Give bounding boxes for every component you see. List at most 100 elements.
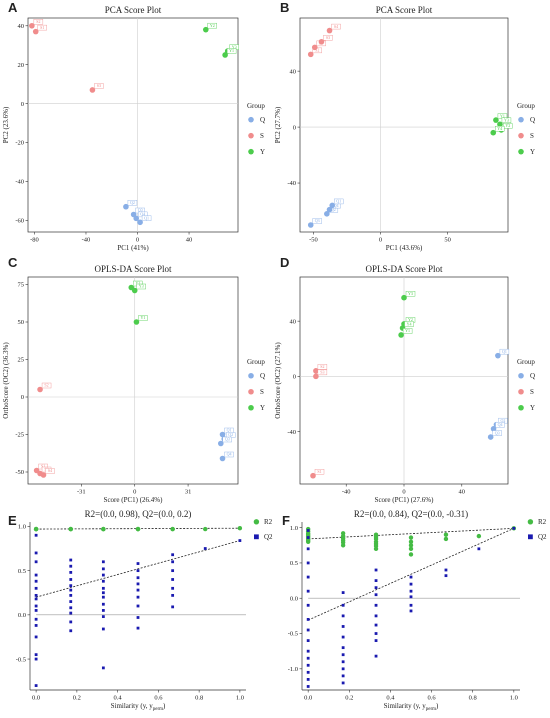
point-label: Q3 xyxy=(495,430,500,435)
y-tick-label: -40 xyxy=(15,179,24,186)
data-point-r2 xyxy=(33,526,39,532)
data-point-q2 xyxy=(374,614,378,618)
data-point-q2 xyxy=(69,558,73,562)
point-label: Q3 xyxy=(138,208,143,213)
legend-marker-y xyxy=(248,148,254,155)
data-point-q2 xyxy=(136,569,140,573)
point-label-box xyxy=(312,218,322,224)
point-label-box xyxy=(314,469,325,475)
chart-title: PCA Score Plot xyxy=(105,5,162,15)
data-point-q2 xyxy=(101,586,105,590)
data-point-q xyxy=(137,219,143,226)
point-label: Q2 xyxy=(500,418,505,423)
data-point-q2 xyxy=(306,561,310,565)
data-point-q2 xyxy=(306,575,310,579)
data-point-q xyxy=(324,211,330,217)
data-point-q2 xyxy=(374,639,378,642)
chart-title: PCA Score Plot xyxy=(376,5,433,15)
data-point-q2 xyxy=(69,606,73,610)
point-label: S4 xyxy=(48,468,52,473)
legend-title: Group xyxy=(247,102,265,110)
legend: Group QSY xyxy=(247,358,265,412)
data-point-q2 xyxy=(341,646,345,650)
data-point-y xyxy=(202,26,209,33)
x-tick-label: 40 xyxy=(186,237,193,244)
data-point-r2 xyxy=(203,526,208,532)
legend-marker-q xyxy=(248,116,254,123)
data-point-y xyxy=(133,319,140,325)
point-label: Q2 xyxy=(130,200,135,205)
data-point-q xyxy=(490,426,497,432)
data-point-q2 xyxy=(34,533,38,537)
data-point-r2 xyxy=(135,526,141,532)
data-point-q xyxy=(326,206,333,213)
x-axis-label: PC1 (41%) xyxy=(117,244,149,252)
data-point-q2 xyxy=(101,560,105,564)
data-point-q2 xyxy=(69,620,73,624)
y-tick-label: 0 xyxy=(21,394,24,401)
data-point-q2 xyxy=(203,547,207,550)
x-tick-label: 0.4 xyxy=(114,695,123,702)
point-label: Q3 xyxy=(225,437,230,442)
data-point-q2 xyxy=(171,553,175,557)
x-tick-label: 0.8 xyxy=(469,695,477,702)
x-tick-label: 0.2 xyxy=(345,695,353,702)
data-point-s xyxy=(307,51,314,58)
point-label-box xyxy=(222,436,232,443)
point-label: Y4 xyxy=(407,321,412,326)
data-point-q2 xyxy=(306,628,310,632)
data-point-q2 xyxy=(101,567,105,571)
y-axis-label: OrthoScore (OC2) (36.3%) xyxy=(2,342,10,419)
data-point-s xyxy=(318,38,325,45)
y-tick-label: 0 xyxy=(293,374,296,381)
legend: R2 Q2 xyxy=(527,518,547,541)
legend-marker-r2 xyxy=(253,519,260,525)
x-tick-label: 1.0 xyxy=(510,695,518,702)
legend-marker-r2 xyxy=(527,519,534,525)
y-tick-label: 1.0 xyxy=(18,524,26,531)
point-label: Q1 xyxy=(502,349,507,354)
y-tick-label: 20 xyxy=(18,62,25,69)
data-point-q2 xyxy=(69,600,73,603)
series-s: S2S1S3S4 xyxy=(307,24,341,58)
x-axis-label: Similarity (y, yperm) xyxy=(111,702,166,712)
y-axis-label: PC2 (27.7%) xyxy=(274,106,282,143)
point-label-box xyxy=(405,291,416,297)
point-label: Y4 xyxy=(497,126,502,131)
legend-label: S xyxy=(260,388,264,396)
y-tick-label: 0 xyxy=(21,101,24,108)
y-tick-label: -0.5 xyxy=(288,631,298,638)
y-tick-label: 75 xyxy=(18,282,25,289)
data-point-q xyxy=(123,203,129,210)
legend-label: R2 xyxy=(264,518,273,526)
point-label: Q3 xyxy=(315,218,320,223)
data-point-q2 xyxy=(136,626,140,630)
y-tick-label: -40 xyxy=(287,429,296,436)
panel-d: D OPLS-DA Score Plot -40 0 40 40 0 -40 Score (PC… xyxy=(274,255,535,504)
legend-marker-s xyxy=(518,388,524,395)
legend-label: Q xyxy=(260,116,265,124)
legend-title: Group xyxy=(247,358,265,366)
data-point-q2 xyxy=(444,568,448,572)
data-point-q2 xyxy=(306,670,310,674)
point-label: S2 xyxy=(320,364,324,369)
data-point-q2 xyxy=(341,591,345,594)
plot-frame xyxy=(299,17,509,233)
legend-marker-y xyxy=(518,404,524,411)
data-point-q2 xyxy=(34,657,38,661)
y-tick-label: 0.0 xyxy=(290,595,298,602)
data-point-s xyxy=(32,28,39,35)
x-tick-label: -80 xyxy=(30,237,39,244)
data-point-q2 xyxy=(341,614,345,618)
data-point-r2 xyxy=(443,536,449,542)
point-label-box xyxy=(334,198,344,205)
point-label: S1 xyxy=(41,464,45,469)
y-tick-label: -0.5 xyxy=(16,656,26,663)
data-point-q2 xyxy=(34,560,38,564)
data-point-q2 xyxy=(136,562,140,565)
series-q2 xyxy=(306,526,516,688)
x-tick-label: 0.0 xyxy=(32,695,40,702)
point-label-box xyxy=(94,83,104,89)
